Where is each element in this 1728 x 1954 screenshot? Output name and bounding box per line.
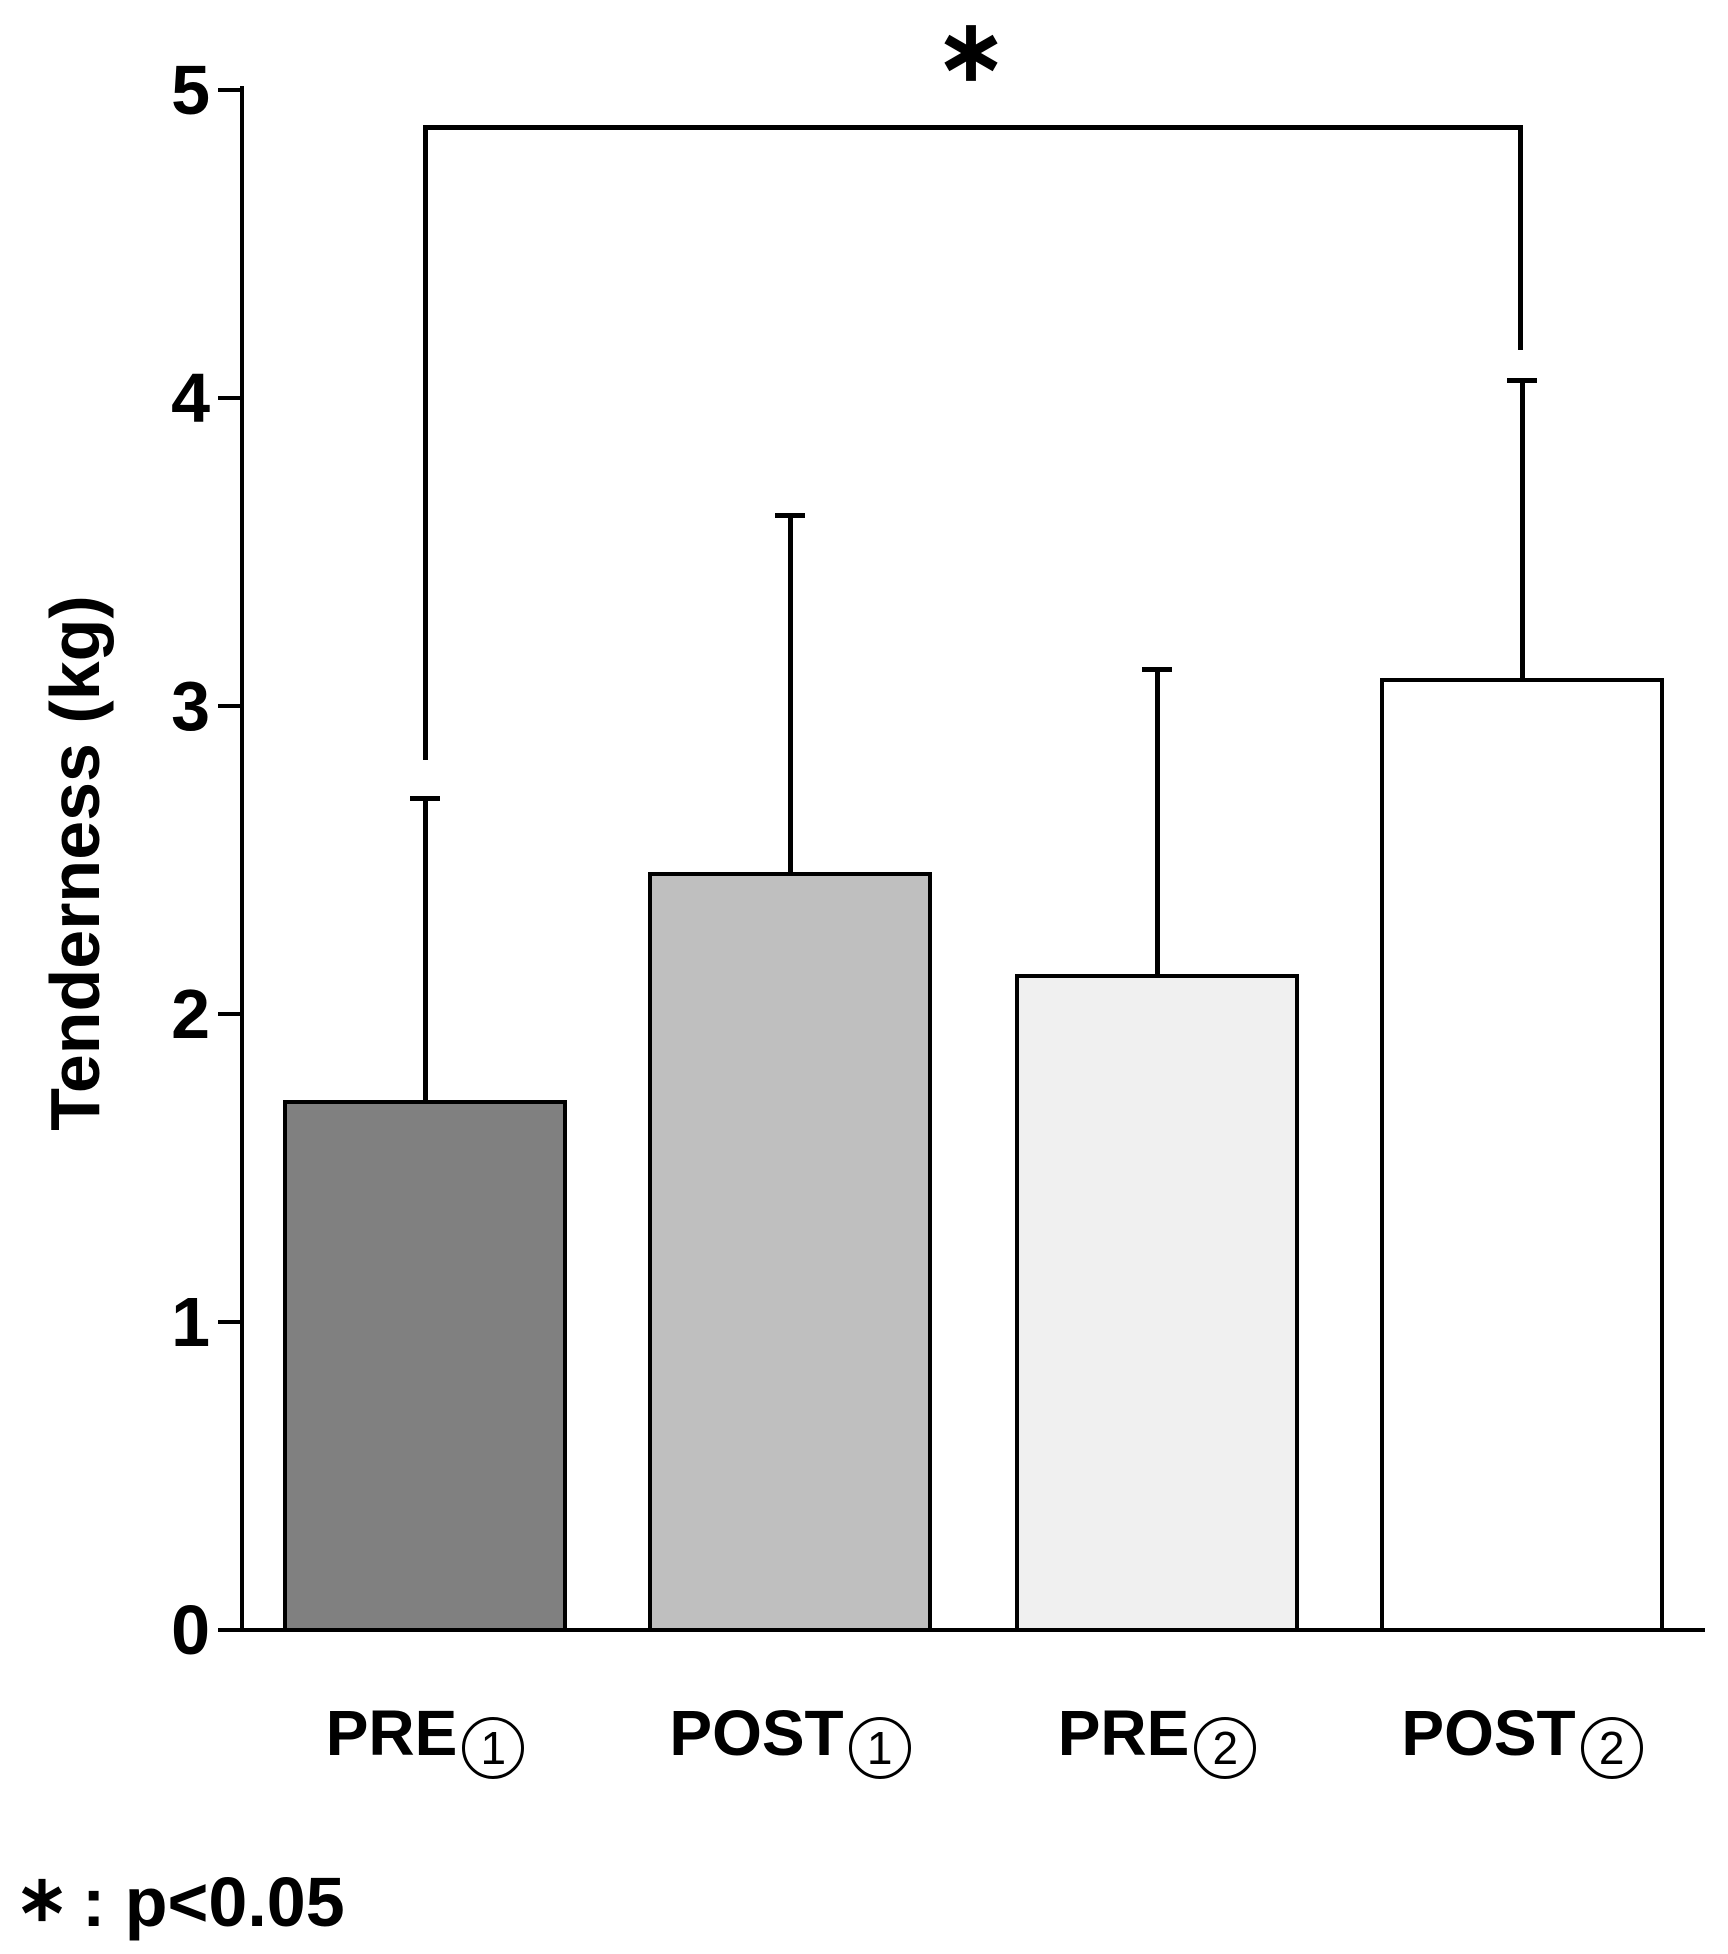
error-bar-cap [1142,667,1172,672]
y-tick-label: 2 [171,975,210,1053]
y-tick [218,704,242,708]
y-axis-line [240,86,244,1632]
category-label-PRE①: PRE 1 [215,1688,635,1779]
bracket-left-line [423,125,428,760]
y-tick [218,1628,242,1632]
y-tick-label: 1 [171,1283,210,1361]
category-label-text: POST [669,1697,844,1769]
error-bar-line [788,515,793,872]
category-label-POST②: POST 2 [1312,1688,1728,1779]
circled-number-icon: 2 [1580,1717,1643,1779]
y-tick [218,1012,242,1016]
y-tick [218,1320,242,1324]
circled-number-icon: 1 [848,1717,911,1779]
error-bar-cap [775,513,805,518]
bar-POST② [1380,678,1664,1632]
category-label-text: PRE [325,1697,458,1769]
error-bar-line [423,798,428,1100]
x-axis-line [240,1628,1705,1632]
bar-PRE① [283,1100,567,1632]
circled-number-icon: 1 [462,1717,525,1779]
y-tick-label: 0 [171,1591,210,1669]
footnote-asterisk-icon [21,1878,63,1922]
bar-POST① [648,872,932,1632]
y-axis-title: Tenderness (kg) [36,595,114,1131]
y-tick [218,396,242,400]
error-bar-line [1520,380,1525,678]
bracket-horizontal-line [423,125,1523,130]
circled-number-icon: 2 [1194,1717,1257,1779]
significance-asterisk-icon [944,25,998,81]
footnote-text: : p<0.05 [82,1863,345,1941]
y-tick-label: 4 [171,359,210,437]
category-label-text: PRE [1057,1697,1190,1769]
y-tick-label: 5 [171,51,210,129]
bar-PRE② [1015,974,1299,1632]
category-label-PRE②: PRE 2 [947,1688,1367,1779]
error-bar-line [1155,669,1160,974]
category-label-POST①: POST 1 [580,1688,1000,1779]
error-bar-cap [410,796,440,801]
y-tick [218,88,242,92]
y-tick-label: 3 [171,667,210,745]
category-label-text: POST [1401,1697,1576,1769]
error-bar-cap [1507,378,1537,383]
bracket-right-line [1518,125,1523,350]
